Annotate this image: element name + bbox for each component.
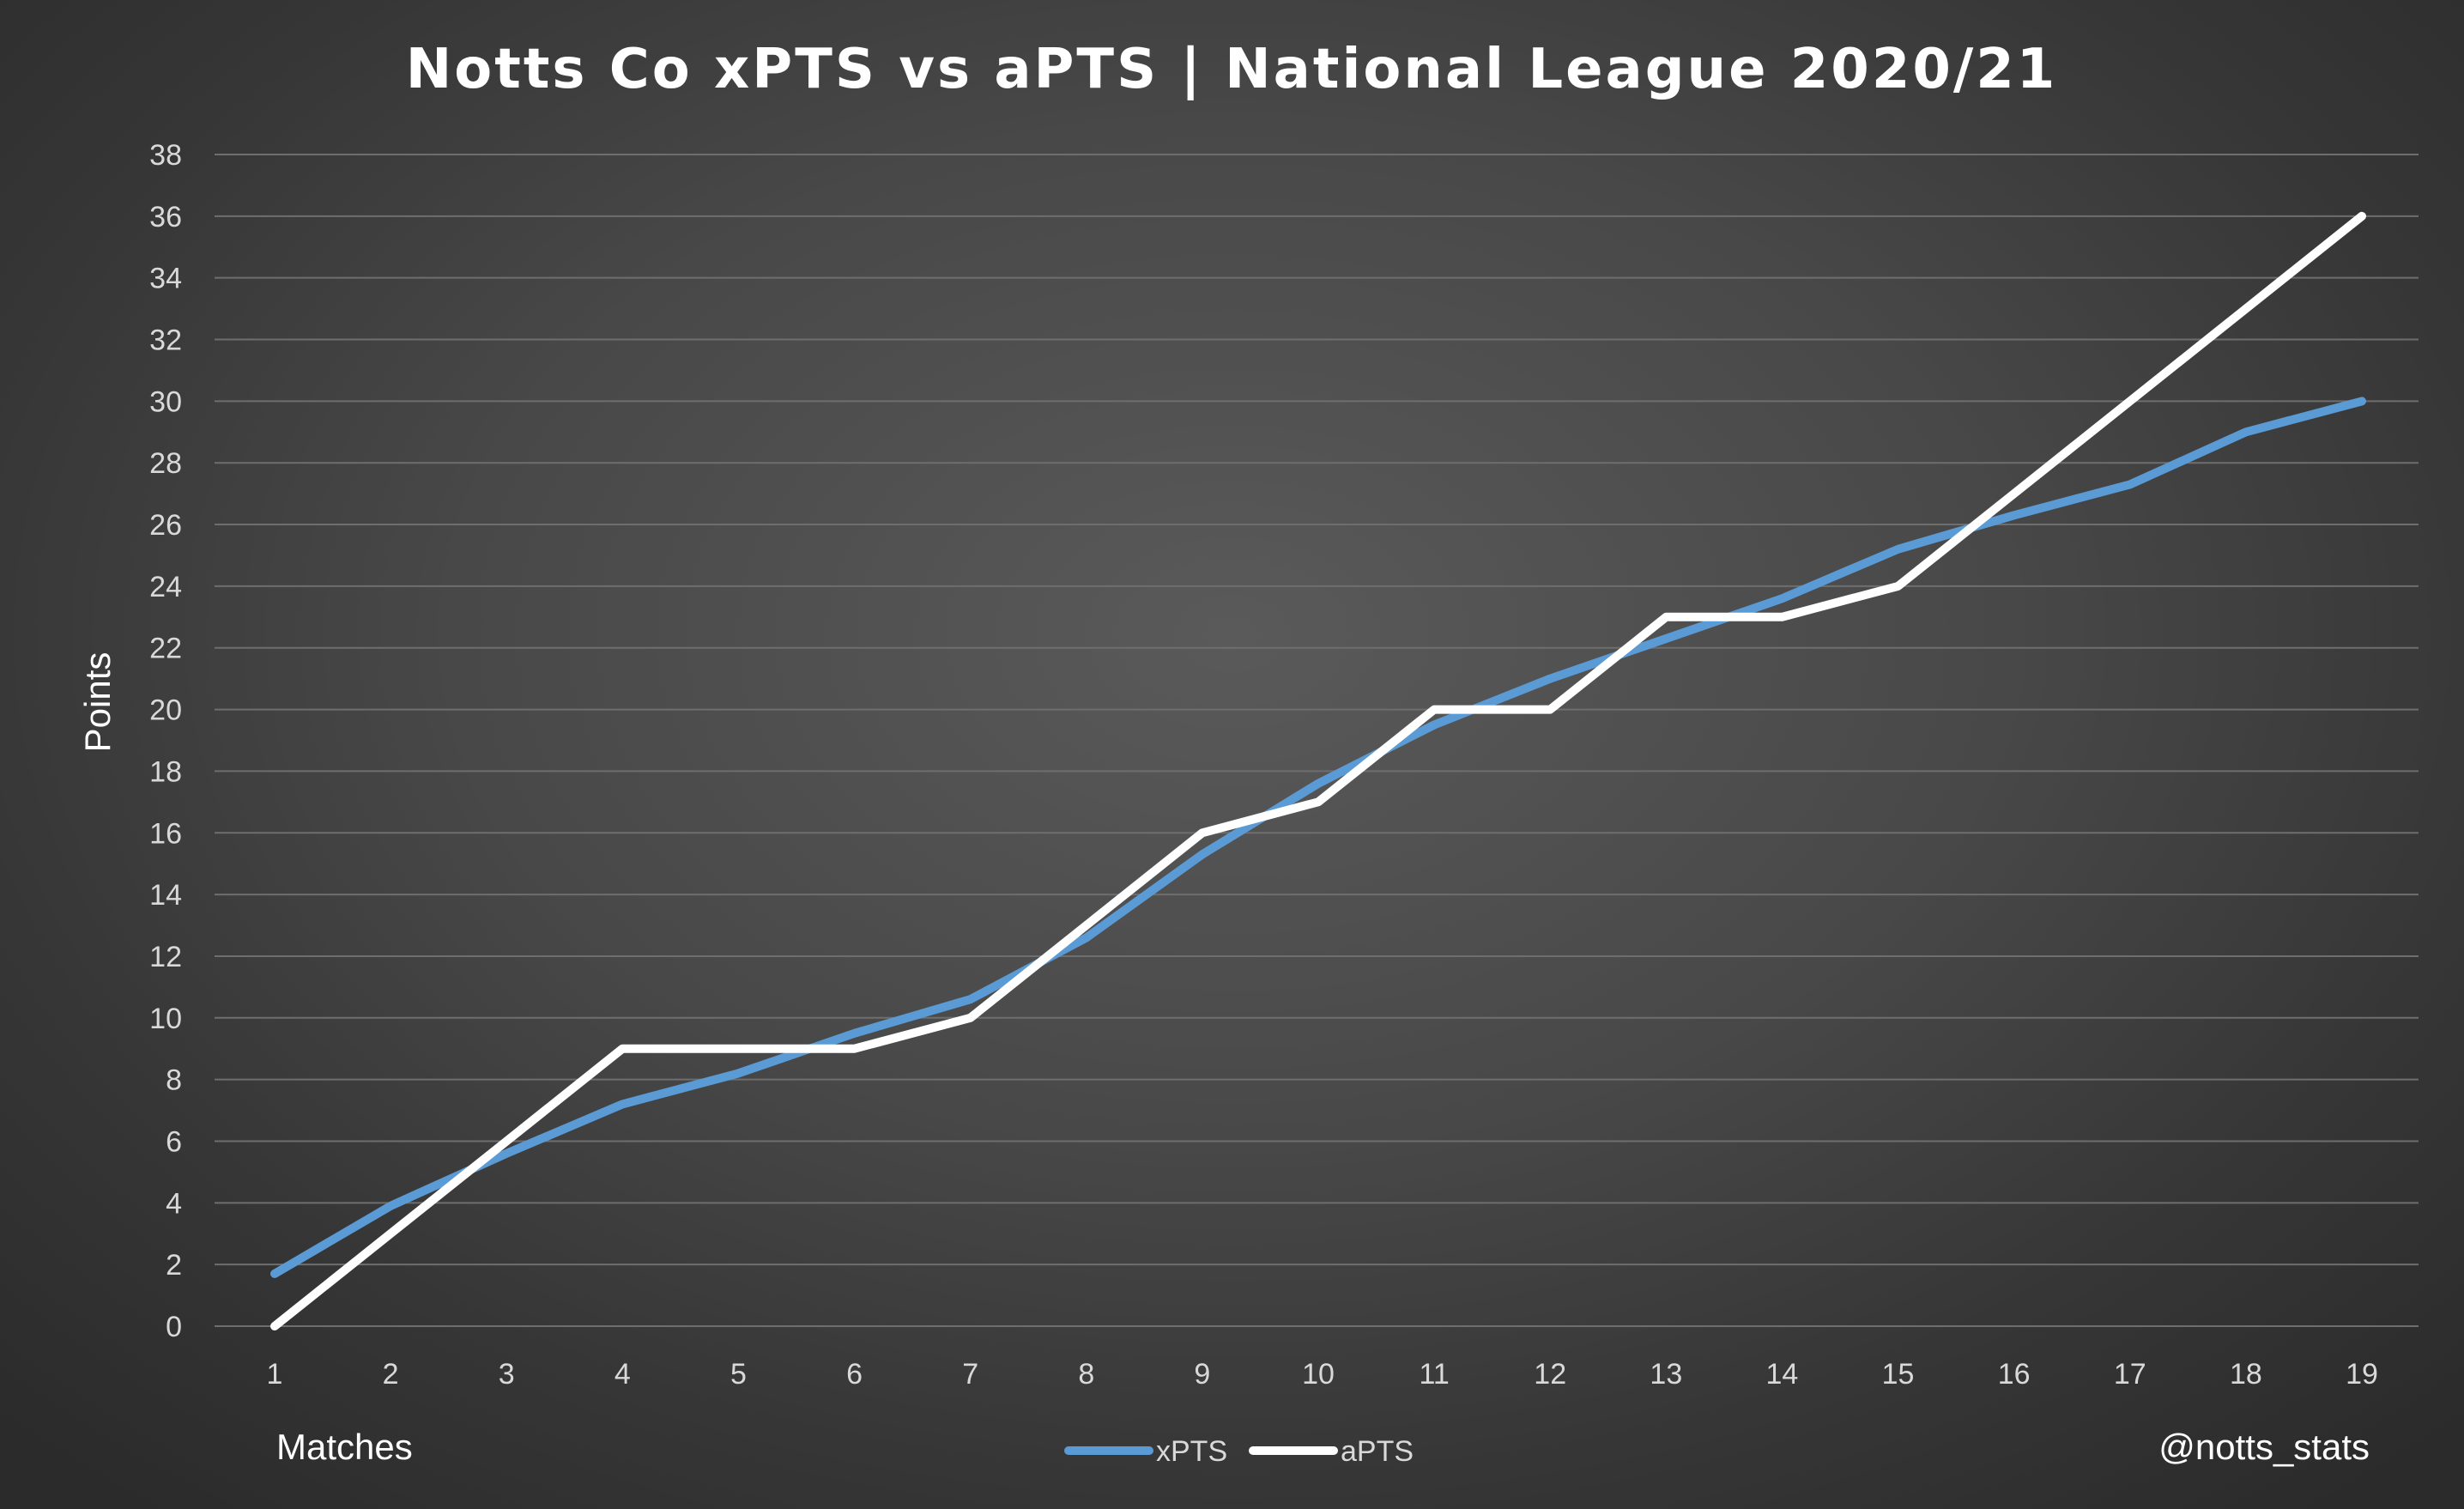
legend-label-xpts: xPTS <box>1156 1435 1227 1468</box>
y-tick-label: 12 <box>149 941 182 973</box>
data-point-xpts <box>390 1205 391 1207</box>
y-axis-label: Points <box>77 652 118 753</box>
y-tick-label: 2 <box>166 1249 182 1282</box>
y-tick-label: 38 <box>149 139 182 172</box>
x-tick-label: 16 <box>1998 1358 2031 1391</box>
data-point-xpts <box>2129 483 2131 485</box>
data-point-xpts <box>737 1072 739 1074</box>
data-point-xpts <box>1781 597 1783 599</box>
data-point-apts <box>2129 400 2131 402</box>
chart-title: Notts Co xPTS vs aPTS | National League … <box>406 38 2058 101</box>
data-point-apts <box>1665 616 1667 618</box>
x-tick-label: 7 <box>962 1358 978 1391</box>
y-tick-label: 4 <box>166 1187 182 1220</box>
data-point-apts <box>1433 709 1435 711</box>
data-point-apts <box>2245 308 2247 310</box>
x-tick-label: 5 <box>730 1358 747 1391</box>
x-tick-label: 13 <box>1650 1358 1682 1391</box>
y-tick-label: 30 <box>149 385 182 418</box>
y-tick-label: 14 <box>149 879 182 912</box>
data-point-apts <box>854 1048 856 1050</box>
y-tick-label: 32 <box>149 324 182 357</box>
x-tick-label: 15 <box>1882 1358 1915 1391</box>
x-tick-label: 6 <box>846 1358 863 1391</box>
data-point-apts <box>737 1048 739 1050</box>
data-point-xpts <box>2361 400 2363 402</box>
x-tick-label: 8 <box>1078 1358 1094 1391</box>
x-tick-label: 17 <box>2114 1358 2146 1391</box>
x-tick-label: 11 <box>1419 1358 1449 1391</box>
data-point-apts <box>2361 215 2363 217</box>
data-point-apts <box>1549 709 1551 711</box>
data-point-apts <box>1781 616 1783 618</box>
data-point-apts <box>1086 924 1087 926</box>
y-tick-label: 18 <box>149 755 182 788</box>
x-axis-label: Matches <box>276 1427 413 1467</box>
y-tick-label: 10 <box>149 1003 182 1035</box>
x-tick-label: 10 <box>1302 1358 1335 1391</box>
legend-label-apts: aPTS <box>1341 1435 1414 1468</box>
x-axis-ticks: 1 2 3 4 5 6 7 8 9 10 11 12 13 14 15 16 17 18 19 <box>267 1358 2378 1391</box>
legend: xPTS aPTS <box>1064 1435 1414 1468</box>
data-point-xpts <box>1086 936 1087 938</box>
credit-label: @notts_stats <box>2158 1427 2370 1467</box>
data-point-xpts <box>1549 678 1551 680</box>
y-tick-label: 20 <box>149 694 182 727</box>
x-tick-label: 14 <box>1766 1358 1799 1391</box>
x-tick-label: 2 <box>383 1358 399 1391</box>
y-tick-label: 16 <box>149 817 182 850</box>
data-point-apts <box>506 1140 507 1142</box>
y-tick-label: 26 <box>149 509 182 542</box>
x-tick-label: 4 <box>614 1358 631 1391</box>
data-point-xpts <box>1433 724 1435 726</box>
x-tick-label: 12 <box>1534 1358 1566 1391</box>
y-tick-label: 6 <box>166 1125 182 1158</box>
y-tick-label: 36 <box>149 201 182 233</box>
series-lines <box>270 211 2366 1330</box>
y-tick-label: 22 <box>149 633 182 665</box>
gridlines <box>215 154 2419 1327</box>
x-tick-label: 9 <box>1194 1358 1210 1391</box>
y-tick-label: 24 <box>149 571 182 603</box>
data-point-apts <box>970 1017 972 1019</box>
y-tick-label: 0 <box>166 1311 182 1343</box>
data-point-xpts <box>621 1103 623 1105</box>
data-point-xpts <box>2245 431 2247 433</box>
x-tick-label: 19 <box>2346 1358 2378 1391</box>
series-line-xpts <box>270 397 2366 1278</box>
data-point-apts <box>390 1233 391 1234</box>
data-point-xpts <box>506 1153 507 1154</box>
x-tick-label: 3 <box>499 1358 515 1391</box>
data-point-apts <box>621 1048 623 1050</box>
y-tick-label: 34 <box>149 263 182 295</box>
data-point-xpts <box>2013 514 2015 516</box>
data-point-xpts <box>970 998 972 1000</box>
data-point-apts <box>1317 801 1319 803</box>
x-tick-label: 18 <box>2230 1358 2262 1391</box>
x-tick-label: 1 <box>267 1358 283 1391</box>
data-point-xpts <box>1317 783 1319 785</box>
y-tick-label: 8 <box>166 1064 182 1097</box>
y-tick-label: 28 <box>149 447 182 480</box>
data-point-xpts <box>1665 638 1667 639</box>
